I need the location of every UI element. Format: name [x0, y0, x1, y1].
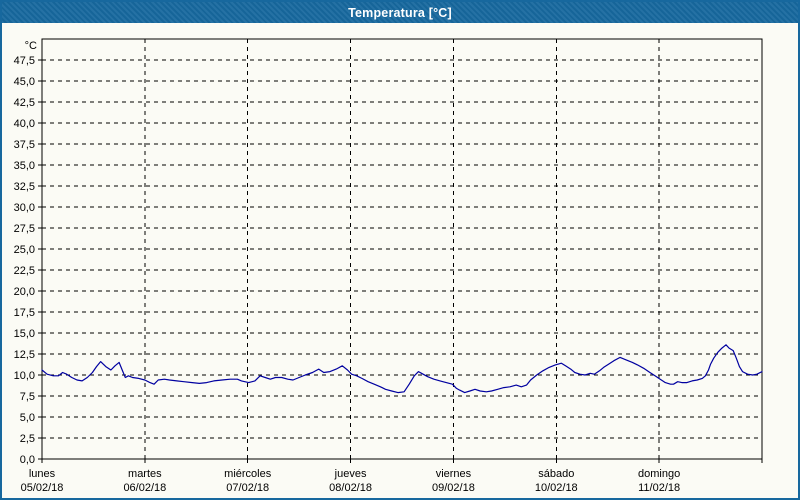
y-tick-label: 7,5	[20, 391, 35, 403]
y-tick-label: 42,5	[14, 97, 35, 109]
y-tick-label: 47,5	[14, 55, 35, 67]
x-day-date-label: 05/02/18	[21, 482, 64, 494]
y-tick-label: 10,0	[14, 370, 35, 382]
y-tick-label: 35,0	[14, 160, 35, 172]
x-day-name-label: martes	[128, 468, 162, 480]
y-tick-label: 0,0	[20, 454, 35, 466]
y-tick-label: 22,5	[14, 265, 35, 277]
y-tick-label: 45,0	[14, 76, 35, 88]
y-axis-unit-label: °C	[25, 40, 37, 52]
x-day-name-label: miércoles	[224, 468, 272, 480]
y-tick-label: 15,0	[14, 328, 35, 340]
x-day-date-label: 08/02/18	[329, 482, 372, 494]
y-tick-label: 5,0	[20, 412, 35, 424]
y-tick-label: 17,5	[14, 307, 35, 319]
x-day-date-label: 06/02/18	[123, 482, 166, 494]
temperature-line-chart: 0,0 2,5 5,0 7,5 10,0 12,5 15,0 17,5 20,0 22,5 25,0…	[14, 38, 763, 494]
x-day-name-label: jueves	[334, 468, 367, 480]
x-day-name-label: domingo	[638, 468, 680, 480]
x-day-name-label: sábado	[538, 468, 574, 480]
x-day-date-label: 07/02/18	[226, 482, 269, 494]
window-titlebar: Temperatura [°C]	[2, 2, 798, 23]
y-tick-label: 25,0	[14, 244, 35, 256]
y-tick-label: 27,5	[14, 223, 35, 235]
x-day-date-label: 11/02/18	[638, 482, 680, 494]
y-tick-label: 20,0	[14, 286, 35, 298]
plot-border	[41, 38, 763, 460]
y-tick-label: 2,5	[20, 433, 35, 445]
temperature-series-line	[41, 344, 763, 394]
window-title: Temperatura [°C]	[348, 5, 452, 20]
y-tick-label: 12,5	[14, 349, 35, 361]
y-tick-label: 37,5	[14, 139, 35, 151]
x-day-name-label: viernes	[436, 468, 472, 480]
y-tick-label: 40,0	[14, 118, 35, 130]
chart-area: 0,0 2,5 5,0 7,5 10,0 12,5 15,0 17,5 20,0 22,5 25,0…	[2, 23, 798, 498]
x-day-name-label: lunes	[29, 468, 56, 480]
x-day-date-label: 10/02/18	[535, 482, 578, 494]
x-day-date-label: 09/02/18	[432, 482, 475, 494]
y-tick-label: 32,5	[14, 181, 35, 193]
y-tick-label: 30,0	[14, 202, 35, 214]
